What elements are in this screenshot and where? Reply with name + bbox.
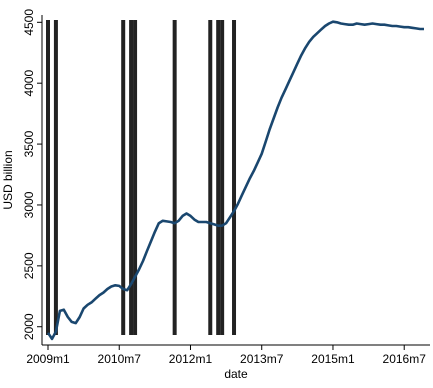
x-tick-label: 2013m7 [240, 352, 284, 366]
x-tick-label: 2015m1 [311, 352, 355, 366]
event-bar [208, 20, 213, 335]
x-tick-label: 2010m7 [98, 352, 142, 366]
x-axis-title: date [224, 367, 248, 381]
x-tick-label: 2016m7 [383, 352, 427, 366]
y-axis-title: USD billion [1, 150, 15, 209]
event-bar [46, 20, 50, 335]
y-tick-label: 4000 [22, 70, 36, 97]
x-tick-label: 2012m1 [169, 352, 213, 366]
x-tick-label: 2009m1 [26, 352, 70, 366]
y-tick-label: 3000 [22, 191, 36, 218]
y-tick-label: 4500 [22, 9, 36, 36]
event-bar [220, 20, 225, 335]
event-bar [172, 20, 177, 335]
event-bar [53, 20, 58, 335]
event-bar [129, 20, 134, 335]
event-bar [216, 20, 221, 335]
event-bar [121, 20, 126, 335]
event-bar [133, 20, 138, 335]
event-bar [232, 20, 237, 335]
y-tick-label: 2000 [22, 313, 36, 340]
y-tick-label: 3500 [22, 130, 36, 157]
data-line [46, 20, 424, 341]
y-tick-label: 2500 [22, 252, 36, 279]
